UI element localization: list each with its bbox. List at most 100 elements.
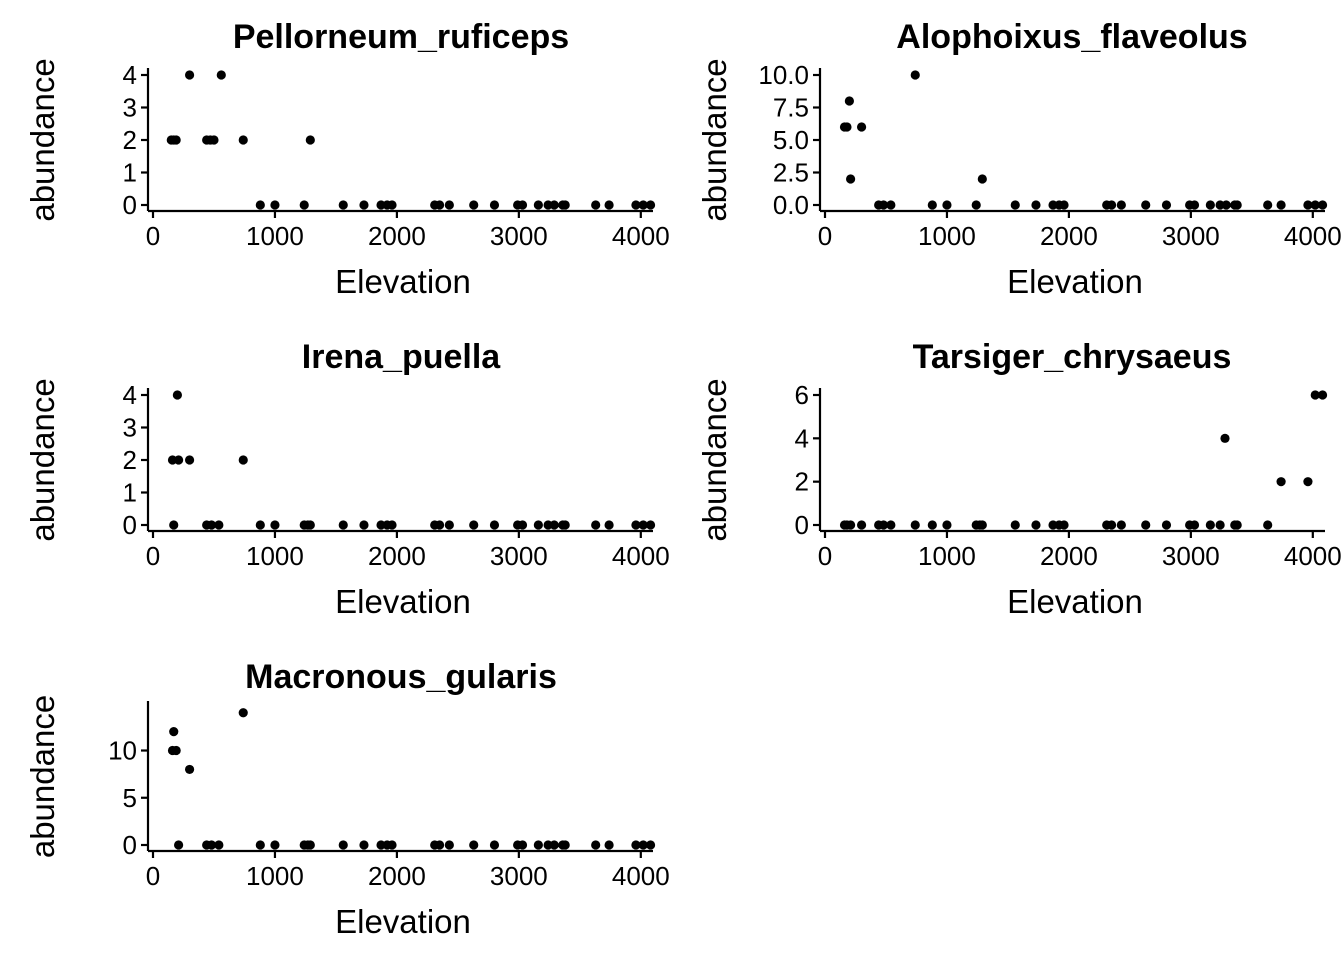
data-point — [638, 520, 648, 530]
data-point — [1106, 520, 1117, 530]
data-point — [878, 200, 889, 210]
x-tick-label: 3000 — [1162, 541, 1220, 571]
x-tick-label: 2000 — [1040, 221, 1098, 251]
x-tick-label: 2000 — [368, 861, 426, 891]
data-point — [1010, 520, 1020, 530]
x-tick-label: 1000 — [246, 541, 304, 571]
y-tick-label: 0.0 — [773, 190, 809, 220]
data-point — [489, 200, 500, 210]
data-point — [238, 135, 248, 145]
data-point — [560, 840, 570, 850]
data-point — [927, 520, 937, 530]
panel-macronous-gularis: Macronous_gularis 0 1000 2000 3000 4000 0 5 10 El… — [24, 658, 670, 940]
data-point — [638, 200, 648, 210]
x-tick-label: 0 — [146, 541, 160, 571]
y-axis-title: abundance — [24, 378, 61, 541]
x-tick-label: 4000 — [612, 861, 670, 891]
y-tick-label: 0 — [123, 830, 137, 860]
panel-title: Pellorneum_ruficeps — [233, 18, 569, 56]
data-point — [444, 200, 454, 210]
panel-title: Irena_puella — [302, 338, 502, 376]
data-point — [238, 455, 248, 465]
data-point — [1310, 200, 1320, 210]
y-tick-label: 0 — [795, 510, 809, 540]
x-tick-label: 4000 — [612, 541, 670, 571]
data-point — [305, 135, 315, 145]
data-point — [1059, 200, 1069, 210]
data-point — [214, 520, 224, 530]
data-point — [1317, 200, 1328, 210]
data-point — [549, 520, 559, 530]
data-point — [184, 455, 195, 465]
data-point — [942, 520, 952, 530]
points — [839, 390, 1328, 530]
data-point — [977, 520, 987, 530]
points — [167, 390, 656, 530]
data-point — [942, 200, 952, 210]
x-tick-label: 4000 — [1284, 541, 1342, 571]
x-tick-label: 0 — [818, 221, 832, 251]
data-point — [1205, 200, 1215, 210]
data-point — [844, 96, 854, 106]
data-point — [238, 708, 248, 718]
data-point — [444, 840, 454, 850]
data-point — [169, 727, 179, 737]
data-point — [1189, 520, 1200, 530]
data-point — [971, 200, 981, 210]
data-point — [645, 200, 656, 210]
data-point — [489, 520, 500, 530]
data-point — [927, 200, 937, 210]
data-point — [638, 840, 648, 850]
x-axis-title: Elevation — [1007, 263, 1143, 300]
x-tick-label: 3000 — [490, 221, 548, 251]
x-tick-label: 2000 — [1040, 541, 1098, 571]
y-tick-label: 2.5 — [773, 158, 809, 188]
data-point — [977, 174, 987, 184]
data-point — [517, 520, 528, 530]
data-point — [444, 520, 454, 530]
data-point — [171, 135, 181, 145]
data-point — [910, 70, 920, 80]
data-point — [631, 200, 641, 210]
y-axis-title: abundance — [696, 378, 733, 541]
y-tick-label: 7.5 — [773, 93, 809, 123]
data-point — [387, 520, 397, 530]
data-point — [1010, 200, 1020, 210]
data-point — [856, 520, 867, 530]
data-point — [549, 200, 559, 210]
data-point — [846, 520, 856, 530]
data-point — [1161, 520, 1172, 530]
x-axis-title: Elevation — [335, 903, 471, 940]
data-point — [1317, 390, 1328, 400]
y-axis-title: abundance — [24, 695, 61, 858]
y-tick-label: 10.0 — [758, 60, 809, 90]
data-point — [469, 840, 479, 850]
panel-title: Macronous_gularis — [245, 658, 557, 696]
data-point — [359, 840, 369, 850]
x-tick-label: 2000 — [368, 541, 426, 571]
data-point — [1205, 520, 1215, 530]
data-point — [1215, 520, 1225, 530]
data-point — [171, 745, 181, 756]
x-axis-title: Elevation — [335, 263, 471, 300]
x-tick-label: 3000 — [1162, 221, 1220, 251]
y-tick-label: 0 — [123, 510, 137, 540]
x-tick-label: 3000 — [490, 861, 548, 891]
y-tick-label: 4 — [123, 380, 137, 410]
data-point — [591, 200, 601, 210]
y-tick-label: 0 — [123, 190, 137, 220]
x-tick-label: 2000 — [368, 221, 426, 251]
x-tick-label: 4000 — [612, 221, 670, 251]
data-point — [1116, 520, 1126, 530]
x-axis-title: Elevation — [1007, 583, 1143, 620]
data-point — [434, 520, 445, 530]
data-point — [910, 520, 920, 530]
data-point — [338, 840, 348, 850]
data-point — [856, 122, 867, 132]
y-tick-label: 5 — [123, 783, 137, 813]
data-point — [1106, 200, 1117, 210]
data-point — [886, 200, 896, 210]
data-point — [560, 520, 570, 530]
data-point — [560, 200, 570, 210]
y-tick-label: 3 — [123, 93, 137, 123]
